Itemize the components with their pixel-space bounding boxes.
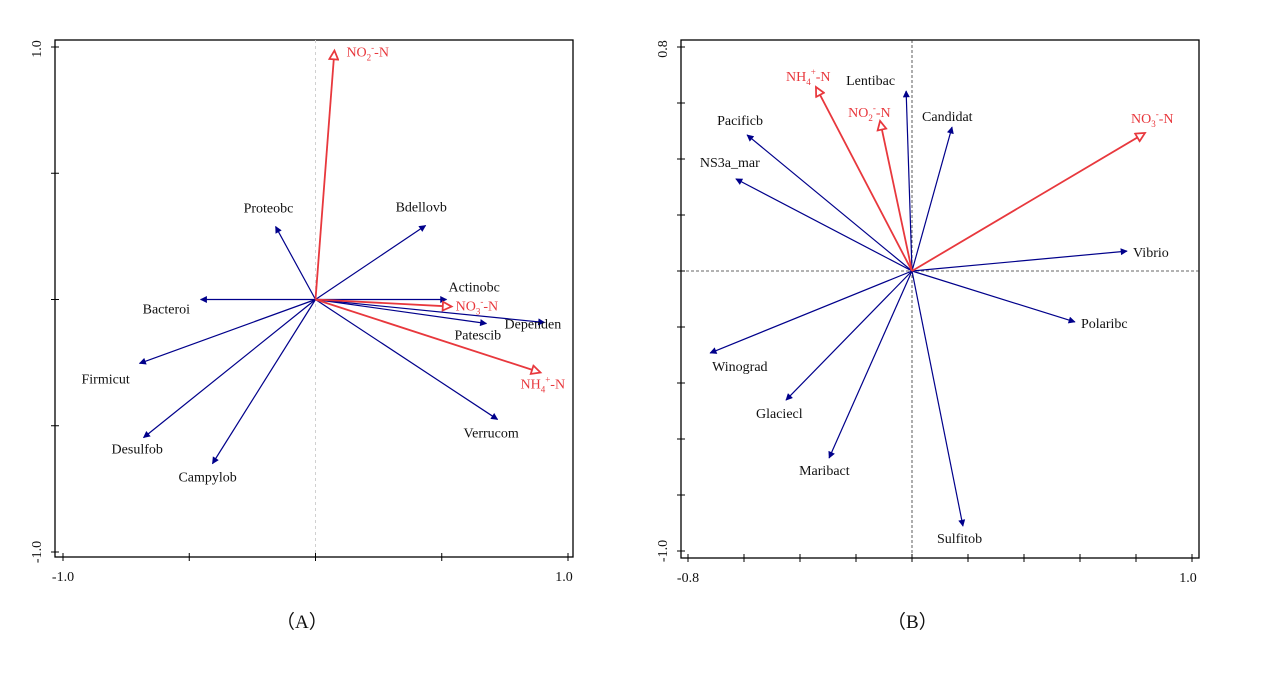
species-arrow xyxy=(211,299,317,465)
species-label: Vibrio xyxy=(1133,246,1169,261)
species-label: Campylob xyxy=(178,471,236,486)
env-label: NH4+-N xyxy=(520,374,565,394)
env-label: NH4+-N xyxy=(786,67,831,87)
x-tick-label: 1.0 xyxy=(555,570,573,585)
species-arrow xyxy=(911,270,966,527)
species-label: Firmicut xyxy=(82,372,130,387)
species-label: Actinobc xyxy=(449,281,500,296)
species-label: Bacteroi xyxy=(143,303,191,318)
species-arrow xyxy=(275,225,317,300)
species-label: Candidat xyxy=(922,110,973,125)
env-label: NO3--N xyxy=(456,297,499,317)
y-tick-label: -1.0 xyxy=(656,540,671,562)
species-arrow xyxy=(746,134,913,272)
biplot-a: -1.0 1.0 -1.0 1.0 Proteobc Bdellovb Actinobc De… xyxy=(30,39,574,585)
biplot-b: -0.8 1.0 -1.0 0.8 Lentibac Candidat Pacificb NS… xyxy=(656,39,1200,586)
species-arrow xyxy=(315,298,546,326)
species-label: Proteobc xyxy=(244,202,294,217)
species-arrow xyxy=(143,299,316,439)
species-arrow xyxy=(911,248,1128,272)
env-arrow xyxy=(816,87,913,272)
species-label: Maribact xyxy=(799,464,850,479)
species-arrow xyxy=(902,90,913,272)
x-tick-label: -0.8 xyxy=(677,571,699,586)
species-label: Glaciecl xyxy=(756,407,803,422)
y-tick-label: -1.0 xyxy=(30,541,45,563)
env-label: NO2--N xyxy=(346,43,389,63)
species-arrow xyxy=(735,178,913,272)
species-arrow xyxy=(785,270,913,401)
species-label: Sulfitob xyxy=(937,532,982,547)
y-tick-label: 1.0 xyxy=(30,40,45,58)
species-arrow xyxy=(911,270,1076,324)
species-arrow xyxy=(315,298,488,327)
species-label: Patescib xyxy=(454,328,501,343)
plot-frame xyxy=(680,39,1200,559)
env-arrow xyxy=(880,121,913,272)
species-label: Bdellovb xyxy=(396,201,447,216)
species-arrow xyxy=(138,298,316,365)
species-arrow xyxy=(911,126,954,272)
env-arrow xyxy=(314,51,335,300)
x-tick-label: -1.0 xyxy=(52,570,74,585)
species-label: Polaribc xyxy=(1081,317,1128,332)
species-arrow xyxy=(315,298,499,420)
species-label: Winograd xyxy=(712,360,767,375)
species-label: Lentibac xyxy=(846,74,895,89)
env-label: NO2--N xyxy=(848,103,891,123)
env-arrow xyxy=(315,298,452,307)
species-label: NS3a_mar xyxy=(700,156,760,171)
env-label: NO3--N xyxy=(1131,109,1174,129)
species-arrow xyxy=(828,270,913,459)
x-tick-label: 1.0 xyxy=(1179,571,1197,586)
caption-b: （B） xyxy=(887,612,938,633)
y-tick-label: 0.8 xyxy=(656,40,671,58)
species-label: Pacificb xyxy=(717,114,763,129)
plot-frame xyxy=(54,39,574,558)
env-arrow xyxy=(315,298,541,373)
species-arrow xyxy=(709,270,913,354)
caption-a: （A） xyxy=(276,612,328,633)
species-label: Desulfob xyxy=(112,443,163,458)
species-arrow xyxy=(315,225,427,300)
species-label: Verrucom xyxy=(464,426,519,441)
env-arrow xyxy=(911,133,1145,272)
species-label: Dependen xyxy=(505,317,562,332)
